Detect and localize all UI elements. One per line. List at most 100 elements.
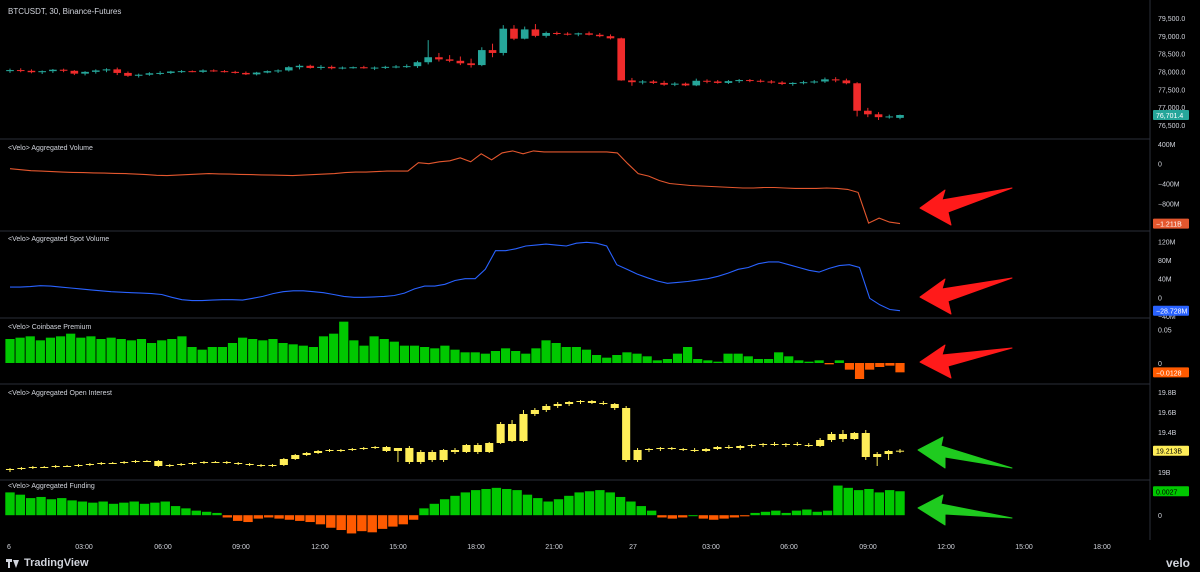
coinbase-premium-bar bbox=[733, 353, 743, 363]
funding-bar bbox=[698, 515, 709, 519]
funding-bar bbox=[884, 490, 895, 516]
price-candle bbox=[810, 81, 819, 83]
funding-bar bbox=[108, 503, 119, 516]
coinbase-premium-bar bbox=[683, 347, 693, 363]
oi-candle bbox=[74, 465, 83, 466]
annotation-arrow-red-spot bbox=[919, 277, 1013, 315]
price-candle bbox=[821, 79, 829, 82]
oi-candle bbox=[895, 450, 905, 452]
oi-candle bbox=[553, 404, 562, 406]
coinbase-premium-bar bbox=[703, 360, 713, 363]
price-candle bbox=[692, 80, 701, 86]
coinbase-premium-bar bbox=[521, 353, 531, 363]
price-candle bbox=[735, 80, 743, 82]
coinbase-premium-bar bbox=[268, 339, 278, 363]
oi-candle bbox=[450, 450, 460, 452]
funding-last-value-label: 0.0027 bbox=[1153, 486, 1189, 497]
oi-candle bbox=[154, 461, 163, 466]
funding-bar bbox=[667, 515, 678, 519]
coinbase-premium-bar bbox=[875, 363, 885, 367]
pane-separators bbox=[0, 0, 1151, 540]
oi-candle bbox=[28, 467, 37, 468]
funding-bar bbox=[67, 500, 77, 516]
price-candle bbox=[38, 71, 46, 73]
coinbase-premium-bar bbox=[157, 340, 167, 363]
coinbase-premium-bar bbox=[146, 343, 157, 363]
price-candle bbox=[563, 33, 572, 35]
price-candle bbox=[349, 67, 357, 69]
funding-bar bbox=[77, 501, 88, 516]
coinbase-premium-bar bbox=[197, 349, 207, 363]
funding-bar bbox=[232, 515, 243, 521]
price-candle bbox=[49, 69, 57, 72]
price-candle bbox=[713, 81, 722, 83]
time-tick-label: 03:00 bbox=[75, 544, 93, 551]
funding-bar bbox=[460, 492, 471, 516]
coinbase-premium-bar bbox=[318, 336, 329, 363]
price-candle bbox=[6, 70, 14, 72]
coinbase-premium-bar bbox=[35, 340, 45, 363]
coinbase-premium-bar bbox=[349, 340, 359, 363]
coinbase-premium-bar bbox=[217, 347, 227, 363]
pane-title-funding: <Velo> Aggregated Funding bbox=[8, 483, 95, 490]
coinbase-premium-bar bbox=[854, 363, 865, 379]
price-candle bbox=[445, 59, 454, 61]
agg-volume-line bbox=[9, 150, 901, 225]
funding-bar bbox=[336, 515, 346, 531]
oi-candle bbox=[256, 465, 266, 466]
time-tick-label: 06:00 bbox=[154, 544, 172, 551]
oi-candle bbox=[679, 449, 688, 450]
oi-candle bbox=[211, 462, 220, 463]
tradingview-logo[interactable]: TradingView bbox=[6, 557, 89, 569]
oi-candle bbox=[519, 414, 528, 441]
multi-pane-chart[interactable]: BTCUSDT, 30, Binance-Futures <Velo> Aggr… bbox=[0, 0, 1200, 555]
agg-volume-last-value-text: −1.211B bbox=[1156, 222, 1182, 229]
oi-candle bbox=[884, 451, 893, 454]
coinbase-premium-bar bbox=[571, 347, 581, 363]
funding-bars bbox=[5, 485, 905, 534]
funding-bar bbox=[284, 515, 295, 520]
oi-candle bbox=[850, 433, 859, 439]
funding-bar bbox=[139, 503, 150, 516]
coinbase-premium-bar bbox=[794, 360, 804, 363]
coinbase-premium-bar bbox=[329, 333, 339, 363]
price-candle bbox=[81, 71, 89, 74]
funding-bar bbox=[419, 508, 429, 516]
funding-bar bbox=[170, 506, 181, 516]
coinbase-premium-bar bbox=[136, 339, 147, 363]
funding-bar bbox=[802, 509, 812, 516]
price-candle bbox=[467, 63, 475, 66]
coinbase-premium-bar bbox=[500, 348, 511, 363]
price-candle bbox=[59, 69, 68, 71]
price-candle bbox=[167, 71, 175, 73]
spot-volume-last-value-text: −28.728M bbox=[1156, 309, 1187, 316]
price-candle bbox=[788, 82, 797, 84]
oi-candle bbox=[804, 445, 813, 446]
funding-bar bbox=[295, 515, 305, 521]
coinbase-premium-bar bbox=[298, 345, 308, 363]
oi-candle bbox=[245, 464, 254, 465]
oi-candle bbox=[610, 404, 619, 408]
oi-candle bbox=[416, 452, 425, 462]
funding-bar bbox=[88, 502, 98, 516]
oi-candle bbox=[633, 450, 642, 460]
coinbase-premium-bar bbox=[238, 337, 248, 363]
price-tick-label: 79,500.0 bbox=[1158, 16, 1185, 23]
oi-candle bbox=[291, 455, 300, 459]
price-axis: 79,500.0 79,000.0 78,500.0 78,000.0 77,500.0… bbox=[1153, 16, 1189, 520]
funding-bar bbox=[36, 496, 46, 516]
time-tick-label: 06:00 bbox=[780, 544, 798, 551]
coinbase-premium-bar bbox=[743, 356, 753, 363]
coinbase-premium-bar bbox=[824, 363, 834, 365]
agg-volume-last-value-label: −1.211B bbox=[1153, 218, 1189, 229]
price-candle bbox=[842, 80, 851, 84]
funding-bar bbox=[305, 515, 315, 523]
oi-candle bbox=[565, 402, 574, 404]
funding-bar bbox=[450, 495, 460, 516]
coinbase-premium-bar bbox=[713, 361, 723, 363]
pane-title-agg-volume: <Velo> Aggregated Volume bbox=[8, 145, 93, 152]
price-candle bbox=[16, 70, 25, 72]
funding-bar bbox=[191, 510, 201, 516]
price-candle bbox=[542, 32, 550, 36]
coinbase-premium-bar bbox=[66, 333, 76, 363]
